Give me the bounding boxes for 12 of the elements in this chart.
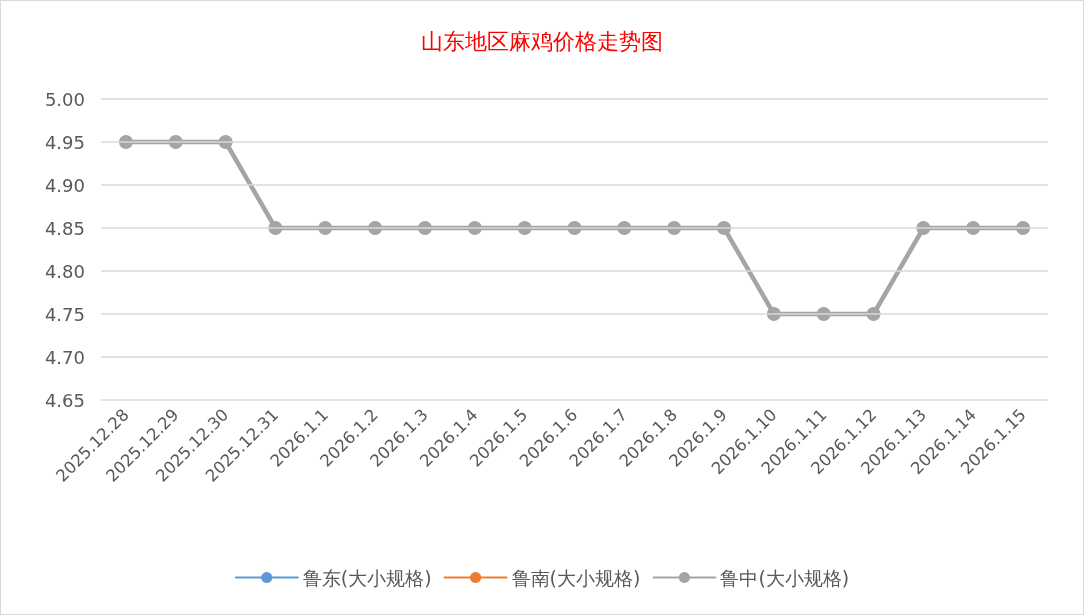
legend-label: 鲁东(大小规格)	[302, 566, 432, 589]
y-tick-label: 4.75	[44, 303, 85, 325]
y-tick-label: 5.00	[44, 88, 85, 110]
y-tick-label: 4.85	[44, 217, 85, 239]
y-tick-label: 4.90	[44, 174, 85, 196]
legend-label: 鲁中(大小规格)	[720, 566, 850, 589]
legend-label: 鲁南(大小规格)	[511, 566, 641, 589]
y-tick-label: 4.65	[44, 389, 85, 411]
y-tick-label: 4.70	[44, 346, 85, 368]
y-tick-label: 4.95	[44, 131, 85, 153]
y-tick-label: 4.80	[44, 260, 85, 282]
chart-title: 山东地区麻鸡价格走势图	[421, 28, 663, 54]
